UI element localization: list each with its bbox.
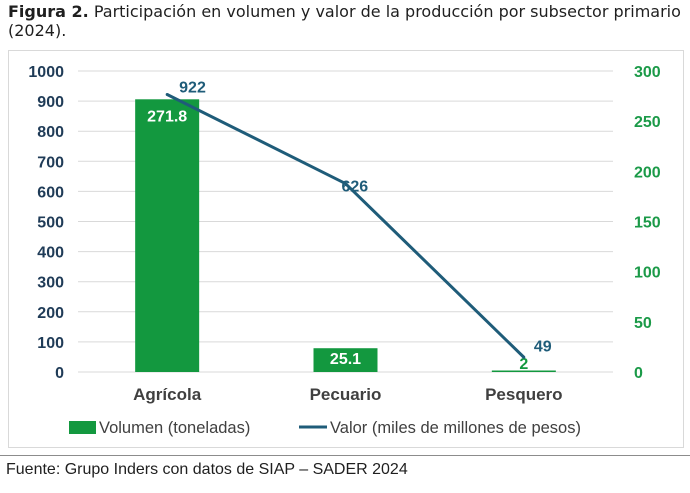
line-data-label: 49 xyxy=(534,338,552,355)
bar-data-label: 2 xyxy=(519,356,528,373)
x-axis-category-label: Pesquero xyxy=(485,385,562,404)
right-axis-tick-label: 100 xyxy=(634,265,661,282)
combo-chart: 0 100 200 300 400 500 600 700 800 900 1000 0 50 100 15… xyxy=(28,64,661,437)
figure-label: Figura 2. xyxy=(8,2,89,21)
legend-label-volumen: Volumen (toneladas) xyxy=(99,419,250,437)
left-axis-tick-label: 700 xyxy=(37,154,64,171)
legend-swatch-volumen xyxy=(69,421,96,434)
left-axis-tick-label: 1000 xyxy=(28,64,64,81)
divider-line xyxy=(0,455,690,456)
figure-caption: Figura 2. Participación en volumen y val… xyxy=(8,2,684,40)
left-axis-tick-label: 500 xyxy=(37,215,64,232)
right-axis-tick-label: 50 xyxy=(634,315,652,332)
line-point xyxy=(165,92,169,96)
left-axis-tick-label: 400 xyxy=(37,245,64,262)
x-axis-category-label: Agrícola xyxy=(133,385,202,404)
line-data-label: 626 xyxy=(342,179,369,196)
left-axis-tick-label: 0 xyxy=(55,365,64,382)
legend-label-valor: Valor (miles de millones de pesos) xyxy=(330,419,581,437)
chart-frame xyxy=(8,50,684,448)
x-axis-category-label: Pecuario xyxy=(310,385,382,404)
right-axis-tick-label: 150 xyxy=(634,215,661,232)
line-valor xyxy=(166,93,525,359)
line-data-label: 922 xyxy=(179,79,206,96)
source-note: Fuente: Grupo Inders con datos de SIAP –… xyxy=(6,461,408,478)
left-axis-tick-label: 800 xyxy=(37,124,64,141)
right-axis-tick-label: 200 xyxy=(634,164,661,181)
right-axis-tick-label: 0 xyxy=(634,365,643,382)
figure-title: Participación en volumen y valor de la p… xyxy=(8,2,681,40)
left-axis-tick-label: 300 xyxy=(37,275,64,292)
line-point xyxy=(344,182,347,186)
right-axis-tick-label: 300 xyxy=(634,64,661,81)
left-axis-tick-label: 600 xyxy=(37,184,64,201)
left-axis-tick-label: 200 xyxy=(37,305,64,322)
bar-data-label: 25.1 xyxy=(330,351,361,368)
right-axis-tick-label: 250 xyxy=(634,114,661,131)
left-axis-tick-label: 100 xyxy=(37,335,64,352)
bar-volumen xyxy=(491,370,556,372)
bar-data-label: 271.8 xyxy=(147,108,187,125)
left-axis-tick-label: 900 xyxy=(37,94,64,111)
bar-volumen xyxy=(313,348,378,372)
line-point xyxy=(522,355,526,359)
bar-volumen xyxy=(135,99,200,372)
